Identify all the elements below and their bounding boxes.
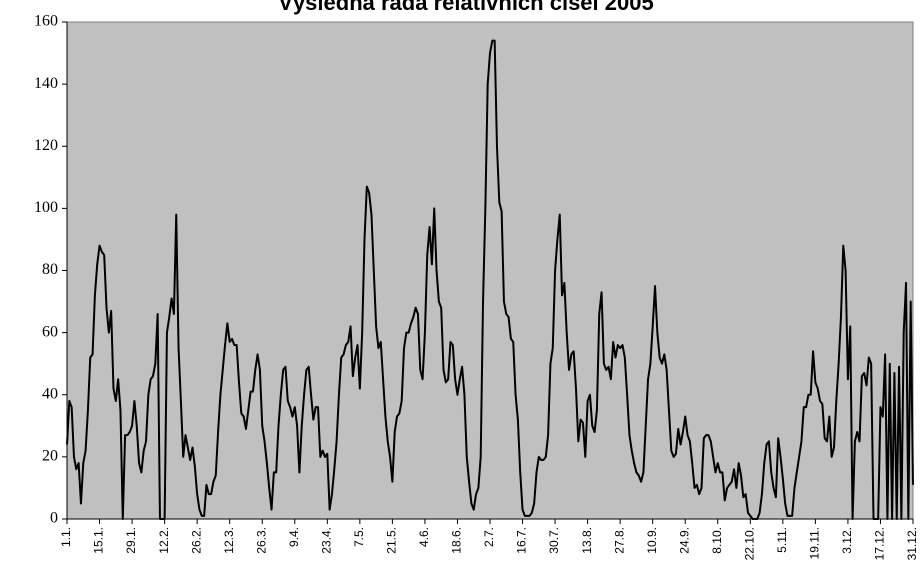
y-tick-label: 120 xyxy=(34,137,58,154)
y-tick-label: 100 xyxy=(34,199,58,216)
x-tick-label: 27.8. xyxy=(612,527,626,554)
x-tick-label: 18.6. xyxy=(450,527,464,554)
plot-area xyxy=(66,21,914,520)
x-tick-label: 9.4. xyxy=(287,527,301,547)
x-tick-label: 15.1. xyxy=(92,527,106,554)
x-tick-label: 17.12. xyxy=(873,527,887,560)
y-tick-label: 40 xyxy=(42,385,58,402)
x-tick-label: 21.5. xyxy=(385,527,399,554)
x-tick-label: 22.10. xyxy=(742,527,756,560)
x-tick-label: 10.9. xyxy=(645,527,659,554)
chart-title: Výsledná řada relativních čísel 2005 xyxy=(278,0,653,15)
x-tick-label: 23.4. xyxy=(319,527,333,554)
data-line xyxy=(66,39,914,520)
x-tick-label: 12.2. xyxy=(157,527,171,554)
x-tick-label: 13.8. xyxy=(580,527,594,554)
x-tick-label: 4.6. xyxy=(417,527,431,547)
x-tick-label: 3.12. xyxy=(840,527,854,554)
x-tick-label: 29.1. xyxy=(124,527,138,554)
x-tick-label: 19.11. xyxy=(808,527,822,559)
x-tick-label: 5.11. xyxy=(775,527,789,553)
x-tick-label: 30.7. xyxy=(547,527,561,554)
x-tick-label: 26.3. xyxy=(254,527,268,554)
y-tick-label: 20 xyxy=(42,448,58,465)
y-tick-label: 80 xyxy=(42,261,58,278)
x-tick-label: 24.9. xyxy=(677,527,691,554)
x-tick-label: 31.12. xyxy=(905,527,919,560)
y-tick-label: 140 xyxy=(34,75,58,92)
y-tick-label: 160 xyxy=(34,13,58,30)
y-tick-label: 0 xyxy=(50,510,58,527)
x-tick-label: 2.7. xyxy=(482,527,496,547)
x-tick-label: 8.10. xyxy=(710,527,724,554)
x-tick-label: 16.7. xyxy=(515,527,529,554)
x-tick-label: 12.3. xyxy=(222,527,236,554)
x-tick-label: 26.2. xyxy=(189,527,203,554)
x-tick-label: 1.1. xyxy=(59,527,73,547)
x-tick-label: 7.5. xyxy=(352,527,366,547)
y-tick-label: 60 xyxy=(42,323,58,340)
